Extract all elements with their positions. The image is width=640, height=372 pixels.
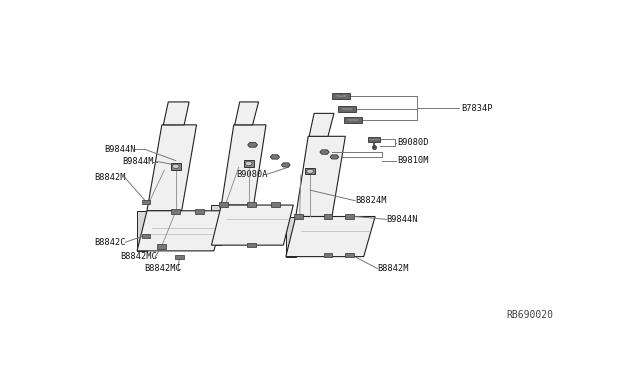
Text: B9844M: B9844M bbox=[122, 157, 154, 166]
Polygon shape bbox=[330, 155, 339, 159]
Bar bbox=[332, 93, 350, 99]
Polygon shape bbox=[286, 217, 375, 257]
Text: B8842C: B8842C bbox=[94, 238, 125, 247]
Polygon shape bbox=[286, 217, 296, 257]
Polygon shape bbox=[235, 102, 259, 125]
Text: B7834P: B7834P bbox=[461, 103, 492, 113]
Bar bbox=[345, 253, 354, 257]
Text: B9810M: B9810M bbox=[397, 156, 429, 165]
Polygon shape bbox=[248, 142, 257, 147]
Polygon shape bbox=[211, 205, 221, 245]
Bar bbox=[324, 253, 332, 257]
Bar bbox=[244, 160, 253, 167]
Bar bbox=[246, 243, 255, 247]
Text: B9844N: B9844N bbox=[387, 215, 418, 224]
Circle shape bbox=[307, 169, 314, 173]
Bar bbox=[271, 202, 280, 207]
Polygon shape bbox=[137, 211, 147, 251]
Polygon shape bbox=[282, 163, 290, 167]
Bar bbox=[157, 244, 166, 249]
Bar bbox=[246, 202, 255, 207]
Polygon shape bbox=[163, 102, 189, 125]
Text: B9080A: B9080A bbox=[236, 170, 268, 179]
Bar bbox=[141, 200, 150, 205]
Bar bbox=[172, 209, 180, 214]
Polygon shape bbox=[309, 113, 334, 136]
Polygon shape bbox=[320, 150, 329, 154]
Text: B8842M: B8842M bbox=[378, 264, 409, 273]
Bar bbox=[220, 202, 228, 207]
Bar bbox=[344, 117, 362, 123]
Bar bbox=[324, 214, 332, 219]
Polygon shape bbox=[296, 136, 346, 217]
Circle shape bbox=[172, 164, 179, 169]
Text: B8824M: B8824M bbox=[355, 196, 387, 205]
Bar bbox=[345, 214, 354, 219]
Bar bbox=[195, 209, 204, 214]
Polygon shape bbox=[147, 125, 196, 211]
Text: B8842MC: B8842MC bbox=[121, 252, 157, 261]
Bar bbox=[305, 168, 315, 174]
Polygon shape bbox=[137, 211, 224, 251]
Bar bbox=[338, 106, 356, 112]
Bar bbox=[175, 255, 184, 260]
Circle shape bbox=[245, 161, 252, 166]
Text: B9080D: B9080D bbox=[397, 138, 429, 147]
Bar bbox=[294, 214, 303, 219]
Polygon shape bbox=[270, 155, 280, 159]
Text: B8842M: B8842M bbox=[94, 173, 125, 182]
Bar bbox=[171, 163, 180, 170]
Polygon shape bbox=[221, 125, 266, 205]
Text: RB690020: RB690020 bbox=[507, 310, 554, 320]
Bar bbox=[141, 234, 150, 238]
Bar bbox=[367, 137, 380, 142]
Text: B9844N: B9844N bbox=[104, 145, 135, 154]
Text: B8842MC: B8842MC bbox=[145, 264, 181, 273]
Polygon shape bbox=[211, 205, 293, 245]
